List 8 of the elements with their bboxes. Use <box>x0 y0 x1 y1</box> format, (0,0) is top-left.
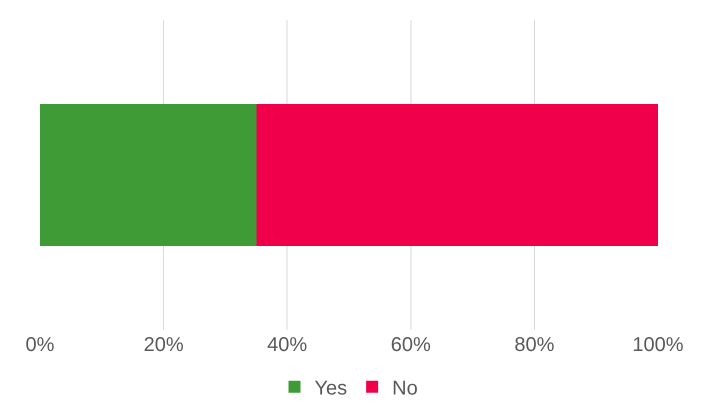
x-tick-label: 60% <box>390 334 432 356</box>
x-tick-label: 20% <box>144 334 184 356</box>
legend-label: Yes <box>314 378 348 400</box>
x-tick-label: 80% <box>514 334 555 356</box>
x-tick-label: 0% <box>26 334 55 356</box>
legend-label: No <box>392 378 418 400</box>
x-tick-label: 100% <box>632 334 684 356</box>
x-tick-label: 40% <box>267 334 308 356</box>
